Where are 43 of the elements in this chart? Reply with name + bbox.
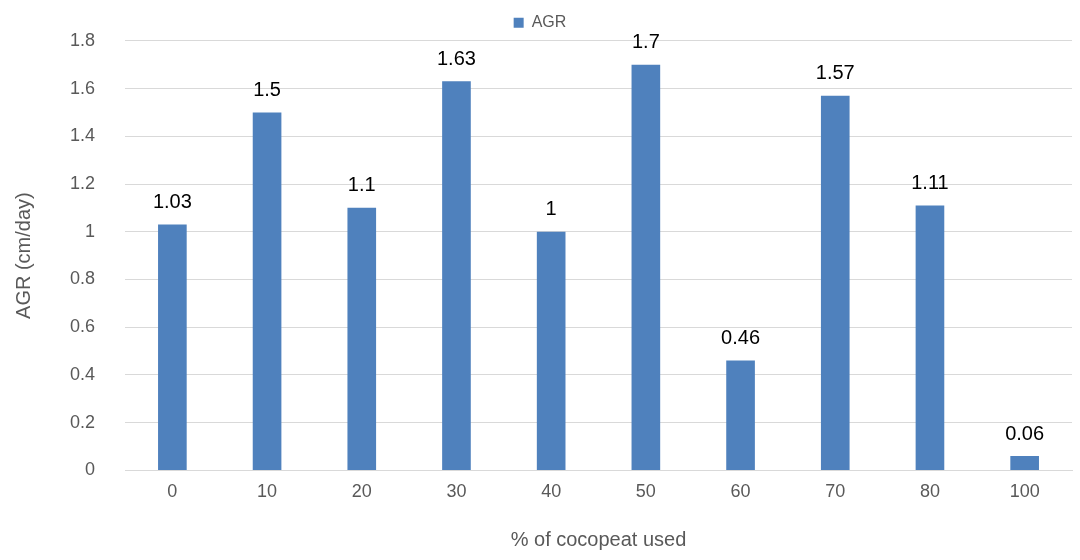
bar	[1010, 456, 1039, 470]
y-tick-label: 1.2	[69, 172, 96, 193]
bar	[252, 112, 282, 470]
bar	[158, 224, 187, 470]
bar	[536, 231, 566, 470]
bar	[726, 360, 755, 470]
y-tick-label: 0.2	[69, 411, 96, 432]
data-label: 1.5	[253, 77, 281, 100]
x-tick-label: 40	[541, 481, 562, 502]
x-tick-label: 0	[167, 481, 178, 502]
data-label: 1.11	[911, 171, 949, 193]
y-tick-label: 0.6	[69, 316, 96, 337]
x-tick-label: 80	[919, 481, 940, 502]
bar	[915, 205, 945, 470]
y-axis-title: AGR (cm/day)	[11, 192, 34, 319]
y-tick-label: 1.8	[69, 29, 96, 50]
bar	[347, 207, 377, 470]
bar	[442, 81, 471, 470]
y-tick-label: 0.4	[69, 363, 96, 384]
x-tick-label: 10	[257, 481, 278, 502]
y-tick-label: 1	[85, 220, 96, 241]
data-label: 1.03	[152, 190, 192, 213]
data-label: 0.46	[721, 326, 761, 349]
legend-label: AGR	[531, 13, 567, 31]
data-label: 1	[545, 197, 557, 220]
data-label: 0.06	[1005, 421, 1045, 444]
x-tick-label: 30	[446, 481, 467, 502]
data-label: 1.7	[631, 30, 660, 53]
bar	[631, 64, 661, 470]
x-axis-title: % of cocopeat used	[510, 527, 687, 550]
x-tick-label: 70	[825, 481, 846, 502]
x-tick-label: 50	[635, 481, 656, 502]
data-label: 1.63	[437, 46, 476, 69]
y-tick-label: 1.6	[69, 77, 96, 98]
data-label: 1.57	[815, 61, 855, 84]
y-tick-label: 1.4	[69, 125, 96, 146]
x-tick-label: 100	[1009, 481, 1040, 502]
data-label: 1.1	[347, 173, 376, 196]
x-tick-label: 20	[351, 481, 372, 502]
y-tick-label: 0	[85, 459, 96, 480]
x-tick-label: 60	[730, 481, 751, 502]
bar	[820, 95, 850, 470]
y-tick-label: 0.8	[69, 268, 96, 289]
